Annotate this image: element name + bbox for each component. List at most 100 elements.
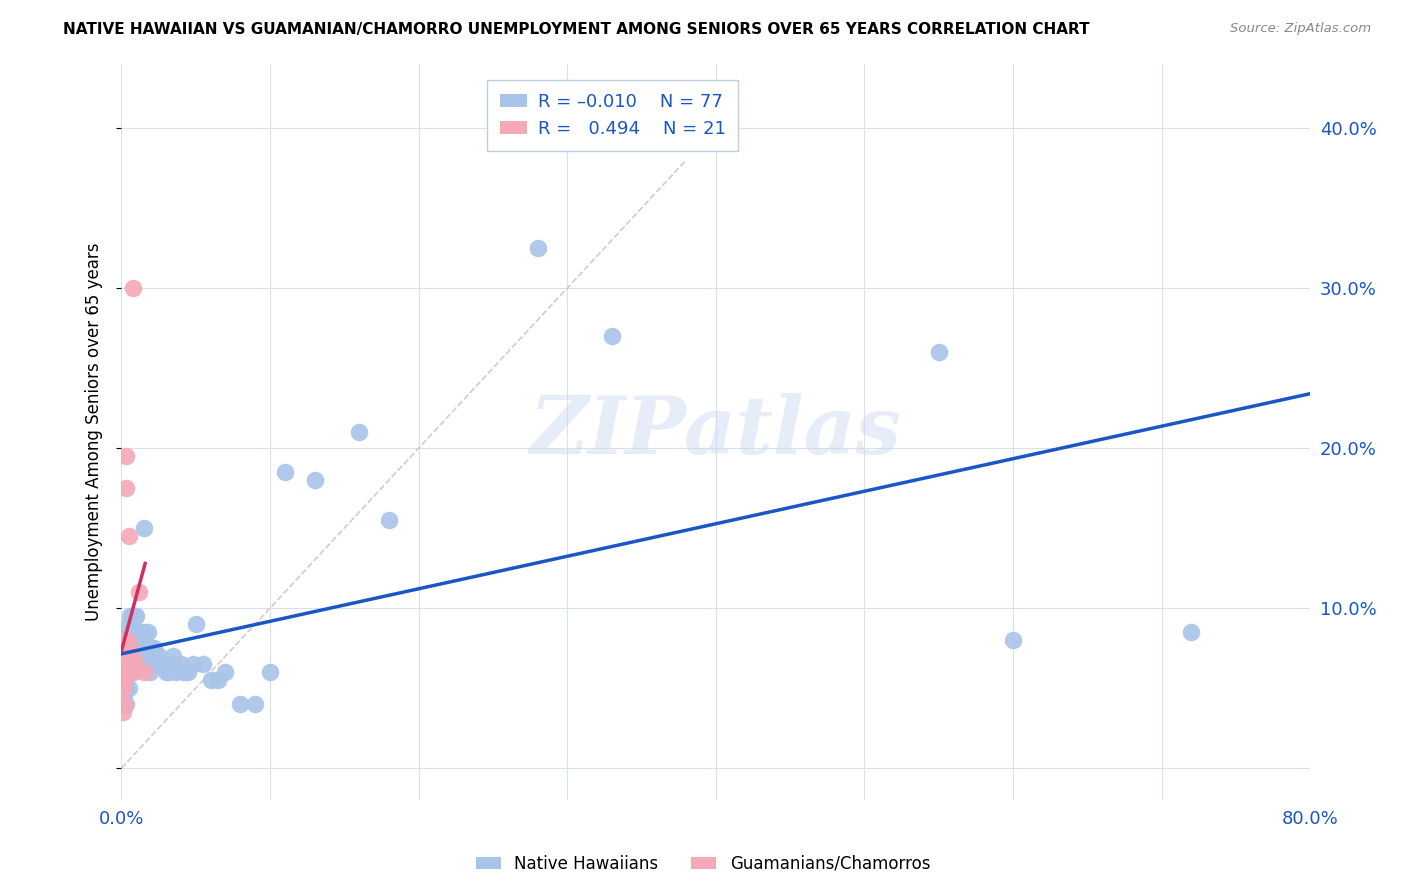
Point: [191, 657, 214, 672]
Point: [149, 657, 172, 672]
Point: [128, 633, 150, 648]
Point: [114, 649, 136, 664]
Point: [117, 633, 139, 648]
Point: [112, 665, 135, 680]
Point: [152, 657, 174, 672]
Point: [142, 649, 165, 664]
Point: [112, 689, 135, 703]
Point: [122, 281, 145, 295]
Point: [111, 665, 134, 680]
Point: [229, 697, 252, 711]
Point: [600, 329, 623, 343]
Point: [143, 641, 166, 656]
Point: [121, 609, 143, 624]
Point: [111, 657, 134, 672]
Point: [112, 697, 135, 711]
Point: [120, 609, 142, 624]
Point: [134, 625, 156, 640]
Point: [132, 665, 155, 680]
Point: [243, 697, 266, 711]
Point: [274, 465, 297, 479]
Point: [1180, 625, 1202, 640]
Point: [136, 625, 159, 640]
Point: [125, 657, 148, 672]
Point: [1002, 633, 1025, 648]
Point: [120, 625, 142, 640]
Legend: Native Hawaiians, Guamanians/Chamorros: Native Hawaiians, Guamanians/Chamorros: [470, 848, 936, 880]
Text: ZIPatlas: ZIPatlas: [530, 393, 901, 471]
Point: [157, 665, 180, 680]
Point: [121, 625, 143, 640]
Point: [111, 649, 134, 664]
Point: [117, 625, 139, 640]
Point: [304, 473, 326, 487]
Point: [117, 665, 139, 680]
Point: [117, 641, 139, 656]
Point: [131, 633, 153, 648]
Point: [928, 345, 950, 359]
Point: [114, 665, 136, 680]
Y-axis label: Unemployment Among Seniors over 65 years: Unemployment Among Seniors over 65 years: [86, 243, 103, 622]
Point: [114, 697, 136, 711]
Point: [177, 665, 200, 680]
Point: [184, 617, 207, 632]
Point: [124, 609, 146, 624]
Point: [121, 649, 143, 664]
Point: [112, 697, 135, 711]
Point: [150, 657, 173, 672]
Point: [165, 665, 187, 680]
Point: [122, 665, 145, 680]
Point: [129, 625, 152, 640]
Point: [111, 673, 134, 688]
Point: [200, 673, 222, 688]
Point: [128, 585, 150, 599]
Point: [181, 657, 204, 672]
Point: [135, 657, 157, 672]
Point: [146, 657, 169, 672]
Text: NATIVE HAWAIIAN VS GUAMANIAN/CHAMORRO UNEMPLOYMENT AMONG SENIORS OVER 65 YEARS C: NATIVE HAWAIIAN VS GUAMANIAN/CHAMORRO UN…: [63, 22, 1090, 37]
Point: [111, 681, 134, 696]
Point: [114, 681, 136, 696]
Point: [118, 657, 141, 672]
Point: [118, 681, 141, 696]
Point: [120, 641, 142, 656]
Point: [114, 481, 136, 495]
Point: [111, 665, 134, 680]
Point: [112, 673, 135, 688]
Point: [138, 665, 160, 680]
Point: [122, 609, 145, 624]
Point: [159, 657, 181, 672]
Point: [378, 513, 401, 527]
Point: [124, 633, 146, 648]
Point: [117, 657, 139, 672]
Point: [122, 625, 145, 640]
Point: [112, 681, 135, 696]
Point: [155, 665, 177, 680]
Point: [214, 665, 236, 680]
Point: [127, 625, 149, 640]
Point: [139, 641, 162, 656]
Point: [162, 649, 184, 664]
Point: [112, 673, 135, 688]
Point: [148, 649, 170, 664]
Point: [121, 665, 143, 680]
Point: [111, 681, 134, 696]
Point: [170, 657, 193, 672]
Point: [125, 609, 148, 624]
Point: [259, 665, 281, 680]
Point: [207, 673, 229, 688]
Legend: R = –0.010    N = 77, R =   0.494    N = 21: R = –0.010 N = 77, R = 0.494 N = 21: [486, 80, 738, 151]
Point: [111, 705, 134, 719]
Point: [118, 529, 141, 543]
Point: [526, 241, 548, 255]
Point: [111, 673, 134, 688]
Point: [111, 697, 134, 711]
Point: [134, 649, 156, 664]
Point: [145, 657, 167, 672]
Text: Source: ZipAtlas.com: Source: ZipAtlas.com: [1230, 22, 1371, 36]
Point: [173, 665, 195, 680]
Point: [129, 641, 152, 656]
Point: [114, 449, 136, 463]
Point: [118, 617, 141, 632]
Point: [120, 665, 142, 680]
